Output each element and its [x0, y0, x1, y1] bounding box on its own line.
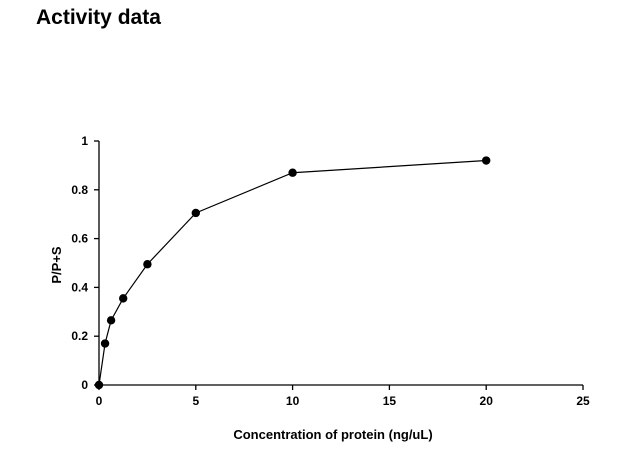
x-tick-label: 15 [383, 394, 397, 408]
y-tick-label: 0.4 [71, 280, 88, 294]
data-point [482, 156, 491, 165]
data-point [288, 168, 297, 177]
y-tick-label: 0.2 [71, 329, 88, 343]
data-point [94, 380, 104, 390]
data-point [119, 294, 128, 303]
data-point [106, 316, 116, 325]
chart-ticks: 0 5 10 15 20 25 0 0.2 0.4 0.6 0.8 1 [71, 134, 590, 408]
y-axis-label: P/P+S [49, 246, 64, 284]
chart-series [94, 156, 491, 390]
y-tick-label: 1 [81, 134, 88, 148]
chart-axes [98, 141, 583, 386]
page-title: Activity data [36, 6, 161, 29]
y-tick-label: 0.6 [71, 232, 88, 246]
x-tick-label: 20 [480, 394, 494, 408]
x-tick-label: 0 [96, 394, 103, 408]
x-tick-label: 25 [576, 394, 590, 408]
series-line [98, 159, 487, 386]
x-tick-label: 10 [286, 394, 300, 408]
data-point [100, 339, 110, 348]
data-point [191, 208, 200, 218]
x-tick-label: 5 [192, 394, 199, 408]
data-point [143, 260, 152, 269]
x-axis-label: Concentration of protein (ng/uL) [233, 427, 432, 442]
y-tick-label: 0 [81, 378, 88, 392]
y-tick-label: 0.8 [71, 183, 88, 197]
